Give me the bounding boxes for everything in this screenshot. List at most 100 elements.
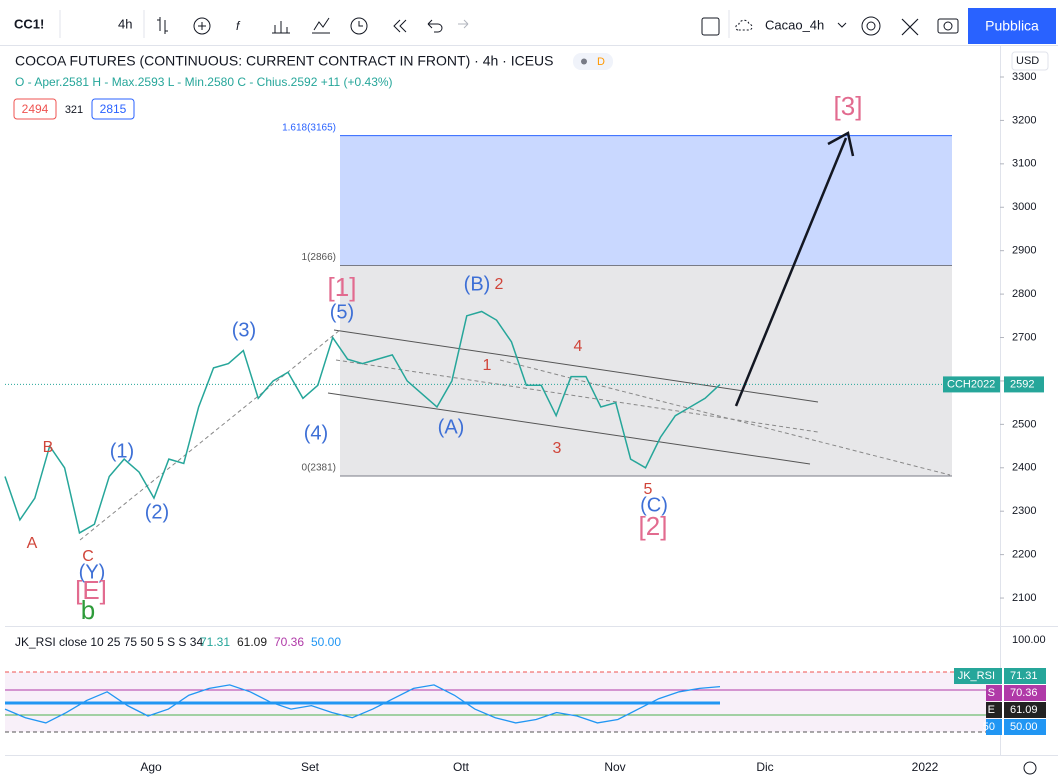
channel-mid — [335, 359, 819, 433]
wave-label: B — [43, 439, 54, 456]
wave-label: (5) — [330, 301, 354, 323]
ohlc: O - Aper.2581 H - Max.2593 L - Min.2580 … — [15, 75, 393, 89]
bid-box[interactable] — [13, 98, 57, 120]
time-label: Nov — [604, 760, 625, 774]
projection-arrow — [734, 137, 848, 407]
svg-text:f: f — [236, 19, 241, 33]
rsi-badge-name: JK_RSI — [958, 670, 995, 682]
price-tick-label: 2400 — [1012, 462, 1036, 474]
spread: 321 — [65, 104, 83, 116]
rsi-badge-name: 50 — [983, 721, 995, 733]
fib-extension-zone — [340, 135, 952, 266]
rsi-badge-value: 70.36 — [1010, 687, 1038, 699]
price-tick-label: 2200 — [1012, 549, 1036, 561]
rsi-badge — [986, 702, 1002, 718]
last-price-axis-badge — [1004, 376, 1044, 393]
rsi-badge — [986, 685, 1002, 701]
price-tick-label: 2300 — [1012, 505, 1036, 517]
bid[interactable]: 2494 — [22, 102, 49, 116]
wave-label: (Y) — [79, 561, 106, 583]
rsi-badge — [954, 668, 1002, 684]
symbol[interactable]: CC1! — [14, 16, 44, 31]
price-tick-label: 2900 — [1012, 245, 1036, 257]
last-price-symbol: CCH2022 — [947, 378, 995, 390]
status-pill — [573, 53, 613, 70]
wave-label: (2) — [145, 501, 169, 523]
price-tick-label: 2700 — [1012, 331, 1036, 343]
wave-label: [E] — [75, 575, 107, 605]
currency[interactable]: USD — [1016, 55, 1039, 67]
time-label: Set — [301, 760, 320, 774]
wave-label: (C) — [640, 494, 668, 516]
time-label: Dic — [756, 760, 773, 774]
fib-label: 1(2866) — [302, 252, 336, 263]
fib-label: 1.618(3165) — [282, 122, 336, 133]
interval[interactable]: 4h — [118, 16, 132, 31]
layout-name[interactable]: Cacao_4h — [765, 17, 824, 32]
wave-label: [2] — [639, 511, 668, 541]
rsi-badge-value-bg — [1004, 685, 1046, 701]
rsi-badge — [986, 719, 1002, 735]
rsi-value: 71.31 — [200, 635, 230, 649]
rsi-badge-value: 71.31 — [1010, 670, 1038, 682]
rsi-badge-value-bg — [1004, 702, 1046, 718]
price-line — [4, 310, 721, 535]
wave-label: 4 — [574, 338, 583, 355]
time-label: 2022 — [912, 760, 939, 774]
last-price-badge — [943, 376, 1000, 393]
rsi-badge-name: E — [988, 704, 995, 716]
price-tick-label: 3100 — [1012, 158, 1036, 170]
rsi-badge-value-bg — [1004, 719, 1046, 735]
wave-label: 1 — [483, 357, 492, 374]
channel-lower — [327, 392, 811, 465]
price-tick-label: 3300 — [1012, 71, 1036, 83]
rsi-title: JK_RSI close 10 25 75 50 5 S S 34 — [15, 635, 203, 649]
publish-button[interactable] — [968, 8, 1056, 44]
time-label: Ott — [453, 760, 470, 774]
rsi-value: 70.36 — [274, 635, 304, 649]
rsi-line — [4, 684, 721, 724]
price-tick-label: 3200 — [1012, 114, 1036, 126]
currency-box[interactable] — [1011, 51, 1049, 71]
rsi-badge-value-bg — [1004, 668, 1046, 684]
fib-label: 0(2381) — [302, 463, 336, 474]
wave-label: C — [82, 548, 94, 565]
fib-retrace-zone — [340, 265, 952, 477]
price-tick-label: 3000 — [1012, 201, 1036, 213]
channel-upper — [333, 329, 819, 403]
ask[interactable]: 2815 — [100, 102, 127, 116]
wave-label: (B) — [464, 273, 491, 295]
rsi-value: 61.09 — [237, 635, 267, 649]
rsi-badge-value: 50.00 — [1010, 721, 1038, 733]
wave-label: A — [27, 535, 38, 552]
wave-label: 2 — [495, 276, 504, 293]
wave-trend — [499, 359, 951, 476]
wave-label: (1) — [110, 440, 134, 462]
rsi-value: 50.00 — [311, 635, 341, 649]
price-tick-label: 2800 — [1012, 288, 1036, 300]
wave-label: [1] — [328, 272, 357, 302]
wave-label: b — [81, 595, 95, 625]
wave-label: (4) — [304, 422, 328, 444]
wave-label: (3) — [232, 319, 256, 341]
price-tick-label: 2100 — [1012, 592, 1036, 604]
legend-title: COCOA FUTURES (CONTINUOUS: CURRENT CONTR… — [15, 53, 554, 69]
rsi-axis-top: 100.00 — [1012, 634, 1046, 646]
ask-box[interactable] — [91, 98, 135, 120]
wave-label: (A) — [438, 416, 465, 438]
rsi-badge-name: S — [988, 687, 995, 699]
time-label: Ago — [140, 760, 162, 774]
delay-badge: D — [597, 56, 605, 68]
wave-label: [3] — [834, 91, 863, 121]
settings-icon — [1023, 761, 1037, 775]
last-price: 2592 — [1010, 378, 1034, 390]
toolbar-icons: f — [59, 10, 959, 38]
publish-label[interactable]: Pubblica — [985, 18, 1039, 34]
price-tick-label: 2500 — [1012, 418, 1036, 430]
status-dot — [581, 58, 587, 65]
wave-label: 5 — [644, 481, 653, 498]
wave-label: 3 — [553, 440, 562, 457]
rsi-badge-value: 61.09 — [1010, 704, 1038, 716]
